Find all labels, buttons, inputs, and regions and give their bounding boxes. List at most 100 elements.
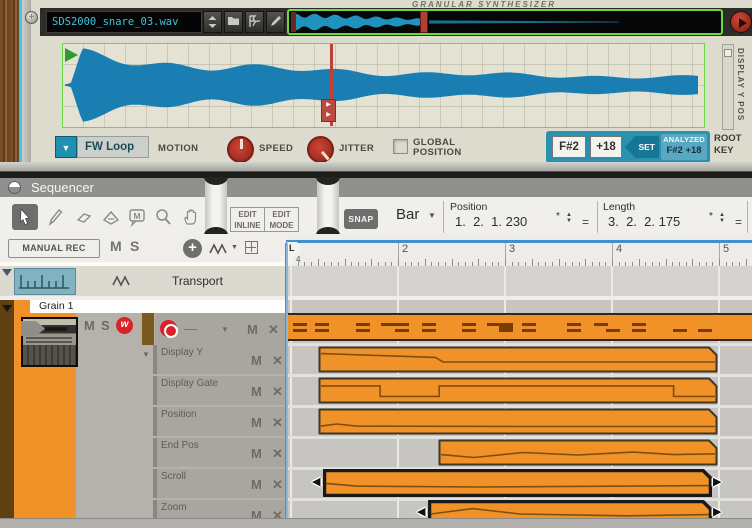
lane-record-button[interactable] [160, 320, 178, 338]
note-event[interactable] [487, 323, 501, 326]
browse-sample-button[interactable] [224, 11, 243, 33]
preview-play-button[interactable] [730, 11, 752, 33]
note-event[interactable] [422, 329, 436, 332]
note-event[interactable] [522, 323, 536, 326]
automation-lane-header-scroll[interactable]: Scroll M ✕ [153, 469, 286, 498]
lane-grip[interactable] [153, 345, 157, 374]
automation-lane-header-position[interactable]: Position M ✕ [153, 407, 286, 436]
global-position-checkbox[interactable] [393, 139, 408, 154]
pencil-tool-button[interactable] [42, 204, 68, 230]
note-event[interactable] [499, 329, 513, 332]
note-event[interactable] [567, 329, 581, 332]
magnify-tool-button[interactable] [150, 204, 176, 230]
automation-clip-scroll[interactable] [322, 468, 713, 498]
transport-track-row[interactable]: Transport [0, 266, 286, 296]
note-event[interactable] [567, 323, 581, 326]
timeline-ruler[interactable]: 2 3 4 5 [286, 234, 752, 266]
lane-mute-button[interactable]: M [251, 508, 262, 523]
note-event[interactable] [395, 323, 409, 326]
lane-grip[interactable] [153, 407, 157, 436]
track-name-tab[interactable]: Grain 1 [30, 300, 286, 313]
manual-rec-button[interactable]: MANUAL REC [8, 239, 100, 258]
lane-grip[interactable] [153, 438, 157, 467]
record-arm-button[interactable]: w [116, 317, 133, 334]
mute-tool-button[interactable]: M [124, 204, 150, 230]
master-solo-button[interactable]: S [130, 238, 140, 254]
note-event[interactable] [673, 329, 687, 332]
lane-close-button[interactable]: ✕ [268, 322, 279, 337]
automation-lane-header-display-y[interactable]: Display Y M ✕ [153, 345, 286, 374]
note-event[interactable] [522, 329, 536, 332]
automation-clip-position[interactable] [318, 408, 718, 435]
display-y-pos-handle[interactable] [724, 49, 732, 57]
sample-marker-button[interactable] [245, 11, 264, 33]
selection-tool-button[interactable] [12, 204, 38, 230]
chevron-down-icon[interactable]: ▼ [428, 211, 436, 220]
note-event[interactable] [462, 323, 476, 326]
note-event[interactable] [315, 329, 329, 332]
grid-view-icon[interactable] [245, 241, 258, 254]
lane-mute-button[interactable]: M [251, 353, 262, 368]
clip-resize-handle-right[interactable]: ▶ [713, 506, 722, 518]
lane-grip[interactable] [153, 500, 157, 528]
lane-close-button[interactable]: ✕ [272, 477, 283, 492]
note-event[interactable] [381, 323, 395, 326]
clip-resize-handle-right[interactable]: ▶ [713, 476, 722, 488]
lane-close-button[interactable]: ✕ [272, 384, 283, 399]
sequencer-titlebar[interactable]: Sequencer [0, 178, 752, 197]
lane-close-button[interactable]: ✕ [272, 415, 283, 430]
position-spinner[interactable]: ▲ ▼ [566, 212, 572, 224]
note-event[interactable] [606, 329, 620, 332]
loop-region-bar[interactable] [286, 240, 752, 243]
note-event[interactable] [594, 323, 608, 326]
note-event[interactable] [395, 329, 409, 332]
snap-toggle-button[interactable]: SNAP [344, 209, 378, 229]
note-event[interactable] [293, 329, 307, 332]
loop-left-marker[interactable]: L [287, 242, 302, 255]
lane-mute-button[interactable]: M [251, 384, 262, 399]
clip-resize-handle-left[interactable]: ◀ [417, 506, 426, 518]
chevron-down-icon[interactable]: ▼ [231, 244, 238, 251]
transport-timeline-area[interactable] [286, 266, 752, 484]
note-event[interactable] [356, 323, 370, 326]
collapse-window-button[interactable] [8, 181, 21, 194]
lane-close-button[interactable]: ✕ [272, 446, 283, 461]
set-root-button[interactable]: SET [625, 136, 659, 158]
note-event[interactable] [499, 323, 513, 326]
lane-mute-button[interactable]: M [251, 415, 262, 430]
length-value[interactable]: 3. 2. 2. 175 [608, 214, 681, 229]
razor-tool-button[interactable] [98, 204, 124, 230]
position-value[interactable]: 1. 2. 1. 230 [455, 214, 528, 229]
grain-position-flag[interactable]: ▶ ▶ [321, 99, 336, 122]
note-event[interactable] [632, 323, 646, 326]
note-lane-header[interactable]: — ▼ M ✕ [155, 313, 286, 345]
sample-overview-display[interactable] [287, 9, 723, 35]
loop-mode-dropdown-button[interactable]: ▼ [55, 136, 77, 158]
waveform-display[interactable]: ▶ ▶ [62, 43, 705, 128]
note-event[interactable] [632, 329, 646, 332]
lane-close-button[interactable]: ✕ [272, 353, 283, 368]
lane-grip[interactable] [153, 469, 157, 498]
chevron-down-icon[interactable]: ▼ [221, 325, 229, 334]
automation-lane-header-display-gate[interactable]: Display Gate M ✕ [153, 376, 286, 405]
lane-grip[interactable] [153, 376, 157, 405]
note-event[interactable] [293, 323, 307, 326]
automation-clip-end-pos[interactable] [438, 439, 718, 466]
snap-grid-dropdown[interactable]: Bar [396, 206, 420, 223]
note-event[interactable] [315, 323, 329, 326]
add-track-button[interactable]: + [183, 239, 202, 258]
note-event[interactable] [462, 329, 476, 332]
collapse-triangle-icon[interactable] [2, 305, 12, 312]
arrangement-timeline[interactable]: ◀ ▶ ◀ ▶ [286, 300, 752, 527]
edit-sample-button[interactable] [266, 11, 285, 33]
clip-resize-handle-left[interactable]: ◀ [312, 476, 321, 488]
note-event[interactable] [499, 326, 513, 329]
root-note-field[interactable]: F#2 [552, 136, 586, 158]
edit-inline-button[interactable]: EDIT INLINE [230, 207, 265, 232]
overview-start-marker[interactable] [291, 12, 296, 32]
loop-mode-value[interactable]: FW Loop [77, 136, 149, 158]
note-event[interactable] [422, 323, 436, 326]
device-thumbnail[interactable] [21, 317, 78, 367]
automation-icon[interactable] [209, 242, 229, 256]
note-clip[interactable] [286, 313, 752, 341]
